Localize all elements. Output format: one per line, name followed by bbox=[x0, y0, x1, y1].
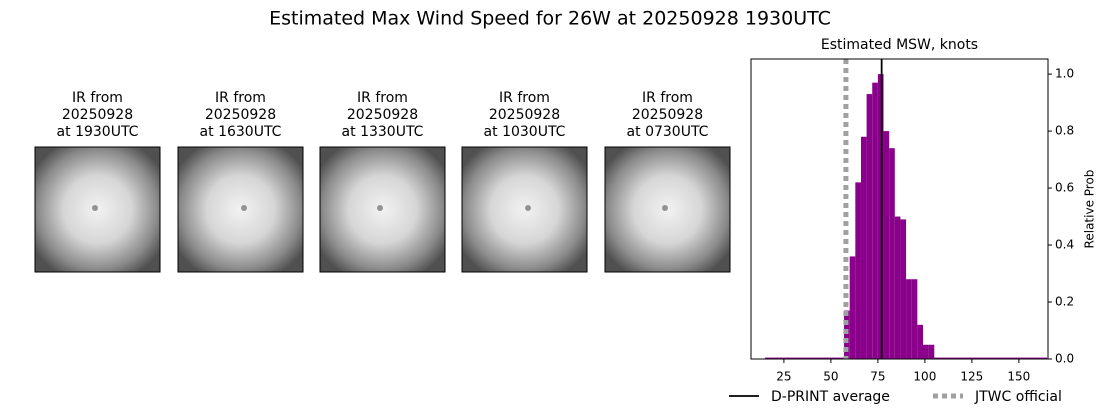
bar bbox=[877, 74, 884, 359]
bar bbox=[928, 344, 935, 359]
plot-frame bbox=[750, 58, 1049, 360]
panel-title: at 1030UTC bbox=[484, 124, 566, 140]
panel-title: IR from bbox=[499, 90, 550, 106]
bar bbox=[883, 131, 890, 359]
panel-title: at 0730UTC bbox=[627, 124, 709, 140]
bar bbox=[844, 310, 850, 359]
bar bbox=[849, 256, 856, 359]
panel-title: at 1630UTC bbox=[200, 124, 282, 140]
legend-label: D-PRINT average bbox=[771, 389, 890, 405]
bar bbox=[922, 344, 929, 359]
y-tick-label: 1.0 bbox=[1055, 67, 1074, 81]
bar bbox=[900, 219, 907, 359]
panel-title: 20250928 bbox=[205, 107, 276, 123]
bar bbox=[855, 182, 861, 359]
y-tick-label: 0.8 bbox=[1055, 124, 1074, 138]
storm-eye bbox=[525, 205, 531, 211]
bar bbox=[866, 94, 873, 360]
y-axis-label: Relative Prob bbox=[1083, 170, 1097, 249]
bar bbox=[894, 216, 901, 359]
storm-eye bbox=[662, 205, 668, 211]
bar bbox=[934, 357, 1048, 359]
storm-eye bbox=[241, 205, 247, 211]
chart-title: Estimated MSW, knots bbox=[821, 37, 978, 53]
bar bbox=[872, 82, 878, 359]
panel-title: at 1330UTC bbox=[342, 124, 424, 140]
panel-title: 20250928 bbox=[632, 107, 703, 123]
x-tick-label: 50 bbox=[823, 370, 838, 384]
ir-image bbox=[461, 146, 588, 273]
panel-title: 20250928 bbox=[489, 107, 560, 123]
panel-title: IR from bbox=[215, 90, 266, 106]
storm-eye bbox=[377, 205, 383, 211]
x-tick-label: 25 bbox=[776, 370, 791, 384]
storm-eye bbox=[92, 205, 98, 211]
bar bbox=[911, 279, 918, 359]
legend-label: JTWC official bbox=[974, 389, 1062, 405]
bar bbox=[917, 324, 923, 359]
bar bbox=[906, 279, 912, 359]
x-tick-label: 75 bbox=[870, 370, 885, 384]
panel-title: 20250928 bbox=[62, 107, 133, 123]
y-tick-label: 0.4 bbox=[1055, 238, 1074, 252]
bar bbox=[889, 148, 895, 359]
panel-title: IR from bbox=[642, 90, 693, 106]
figure-title: Estimated Max Wind Speed for 26W at 2025… bbox=[269, 8, 831, 30]
panel-title: IR from bbox=[72, 90, 123, 106]
panel-title: at 1930UTC bbox=[57, 124, 139, 140]
x-tick-label: 100 bbox=[913, 370, 936, 384]
y-tick-label: 0.2 bbox=[1055, 295, 1074, 309]
ir-image bbox=[177, 146, 304, 273]
y-tick-label: 0.0 bbox=[1055, 352, 1074, 366]
bar bbox=[765, 357, 845, 359]
panel-title: IR from bbox=[357, 90, 408, 106]
panel-title: 20250928 bbox=[347, 107, 418, 123]
x-tick-label: 150 bbox=[1007, 370, 1030, 384]
bar bbox=[860, 136, 867, 359]
y-tick-label: 0.6 bbox=[1055, 181, 1074, 195]
x-tick-label: 125 bbox=[960, 370, 983, 384]
